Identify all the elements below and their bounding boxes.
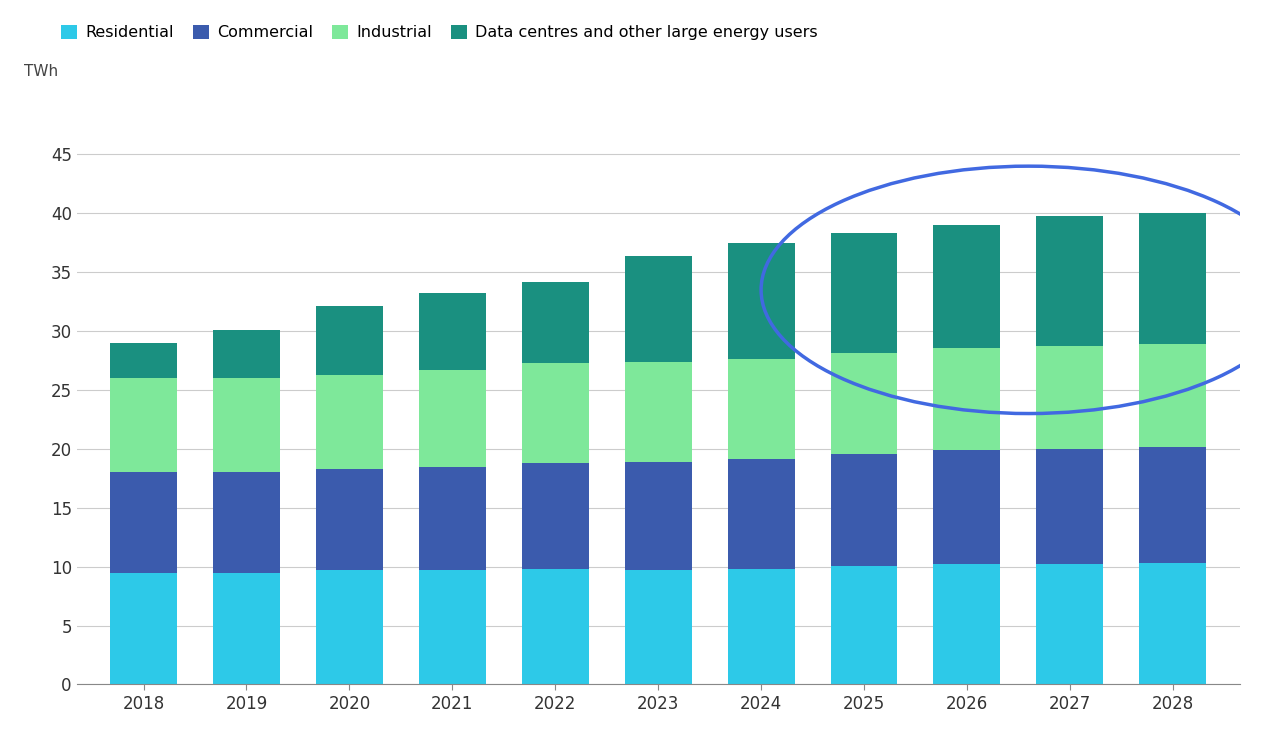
Bar [831, 454, 897, 565]
Bar [521, 463, 589, 569]
Bar [727, 359, 795, 460]
Bar [110, 573, 178, 684]
Legend: Residential, Commercial, Industrial, Data centres and other large energy users: Residential, Commercial, Industrial, Dat… [61, 25, 818, 40]
Bar [831, 353, 897, 454]
Bar [625, 462, 691, 570]
Bar [110, 378, 178, 472]
Bar [1036, 565, 1103, 684]
Bar [419, 370, 486, 466]
Bar [316, 469, 383, 570]
Bar [213, 378, 280, 472]
Bar [933, 225, 1001, 347]
Bar [213, 472, 280, 573]
Bar [933, 347, 1001, 450]
Bar [316, 375, 383, 469]
Bar [110, 343, 178, 378]
Bar [1036, 347, 1103, 449]
Bar [727, 569, 795, 684]
Bar [213, 330, 280, 378]
Bar [625, 570, 691, 684]
Bar [110, 472, 178, 573]
Bar [521, 569, 589, 684]
Bar [316, 570, 383, 684]
Bar [625, 256, 691, 362]
Bar [1036, 216, 1103, 347]
Bar [213, 573, 280, 684]
Text: TWh: TWh [24, 65, 59, 80]
Bar [1139, 446, 1206, 563]
Bar [933, 450, 1001, 565]
Bar [419, 570, 486, 684]
Bar [521, 282, 589, 363]
Bar [1139, 214, 1206, 344]
Bar [1036, 449, 1103, 565]
Bar [933, 565, 1001, 684]
Bar [1139, 563, 1206, 684]
Bar [419, 293, 486, 370]
Bar [831, 565, 897, 684]
Bar [727, 243, 795, 359]
Bar [727, 460, 795, 569]
Bar [1139, 344, 1206, 446]
Bar [419, 466, 486, 570]
Bar [521, 363, 589, 463]
Bar [316, 307, 383, 375]
Bar [831, 234, 897, 353]
Bar [625, 362, 691, 462]
